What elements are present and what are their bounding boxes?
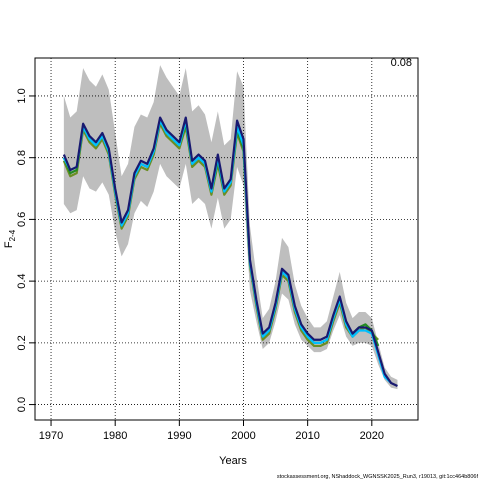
plot-frame [34, 57, 419, 421]
y-tick-label: 0.8 [16, 150, 28, 165]
x-axis-label: Years [219, 455, 247, 467]
x-tick-label: 1990 [167, 430, 191, 442]
x-tick-label: 2010 [295, 430, 319, 442]
y-tick-label: 0.6 [16, 212, 28, 227]
y-tick-label: 1.0 [16, 88, 28, 103]
x-tick-label: 2000 [231, 430, 255, 442]
annotation: 0.08 [391, 57, 412, 69]
x-tick-label: 1970 [39, 430, 63, 442]
confidence-band [63, 65, 398, 390]
y-axis-label: F2-4 [3, 229, 17, 248]
footer: stockassessment.org, NShaddock_WGNSSK202… [277, 474, 479, 480]
y-axis-label-main: F [3, 241, 15, 248]
series-line [62, 116, 398, 388]
y-tick-label: 0.0 [16, 397, 28, 412]
x-tick-label: 2020 [360, 430, 384, 442]
y-axis-label-sub: 2-4 [8, 229, 17, 241]
y-tick-label: 0.2 [16, 335, 28, 350]
x-tick-label: 1980 [103, 430, 127, 442]
y-tick-label: 0.4 [16, 273, 28, 288]
